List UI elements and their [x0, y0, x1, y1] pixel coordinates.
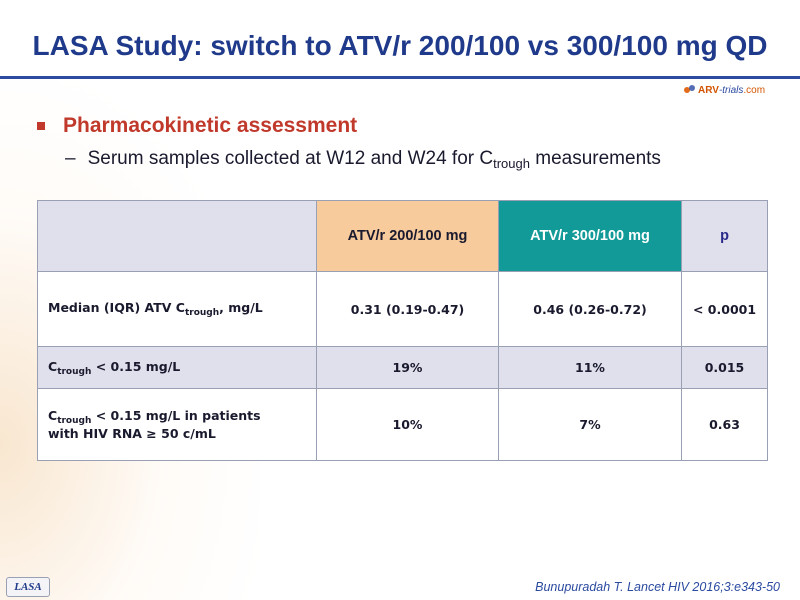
slide-title: LASA Study: switch to ATV/r 200/100 vs 3…: [32, 30, 768, 61]
cell-200: 19%: [316, 346, 499, 389]
table-row: Median (IQR) ATV Ctrough, mg/L 0.31 (0.1…: [37, 271, 768, 347]
reference-citation: Bunupuradah T. Lancet HIV 2016;3:e343-50: [535, 580, 780, 594]
row-label: Median (IQR) ATV Ctrough, mg/L: [37, 271, 317, 347]
cell-200: 0.31 (0.19-0.47): [316, 271, 499, 347]
header-cell-empty: [37, 200, 317, 272]
cell-300: 11%: [498, 346, 682, 389]
pk-results-table: ATV/r 200/100 mg ATV/r 300/100 mg p Medi…: [37, 200, 768, 461]
table-row: Ctrough < 0.15 mg/L in patients with HIV …: [37, 388, 768, 461]
cell-p: < 0.0001: [681, 271, 768, 347]
header-cell-300: ATV/r 300/100 mg: [498, 200, 682, 272]
logo-icon: [684, 85, 696, 95]
cell-p: 0.63: [681, 388, 768, 461]
row-label: Ctrough < 0.15 mg/L: [37, 346, 317, 389]
main-bullet: Pharmacokinetic assessment: [37, 114, 357, 138]
bullet-text: Pharmacokinetic assessment: [63, 114, 358, 137]
square-bullet-icon: [37, 122, 45, 130]
row-label: Ctrough < 0.15 mg/L in patients with HIV …: [37, 388, 317, 461]
header-cell-200: ATV/r 200/100 mg: [316, 200, 499, 272]
sub-bullet: – Serum samples collected at W12 and W24 …: [65, 148, 661, 171]
cell-300: 0.46 (0.26-0.72): [498, 271, 682, 347]
table-row: Ctrough < 0.15 mg/L 19% 11% 0.015: [37, 346, 768, 389]
cell-p: 0.015: [681, 346, 768, 389]
cell-200: 10%: [316, 388, 499, 461]
arv-trials-logo: ARV -trials .com: [684, 83, 765, 97]
lasa-footer-tag: LASA: [6, 577, 50, 597]
dash-icon: –: [65, 148, 76, 169]
header-cell-p: p: [681, 200, 768, 272]
title-underline: [0, 76, 800, 79]
table-header-row: ATV/r 200/100 mg ATV/r 300/100 mg p: [37, 200, 768, 272]
cell-300: 7%: [498, 388, 682, 461]
